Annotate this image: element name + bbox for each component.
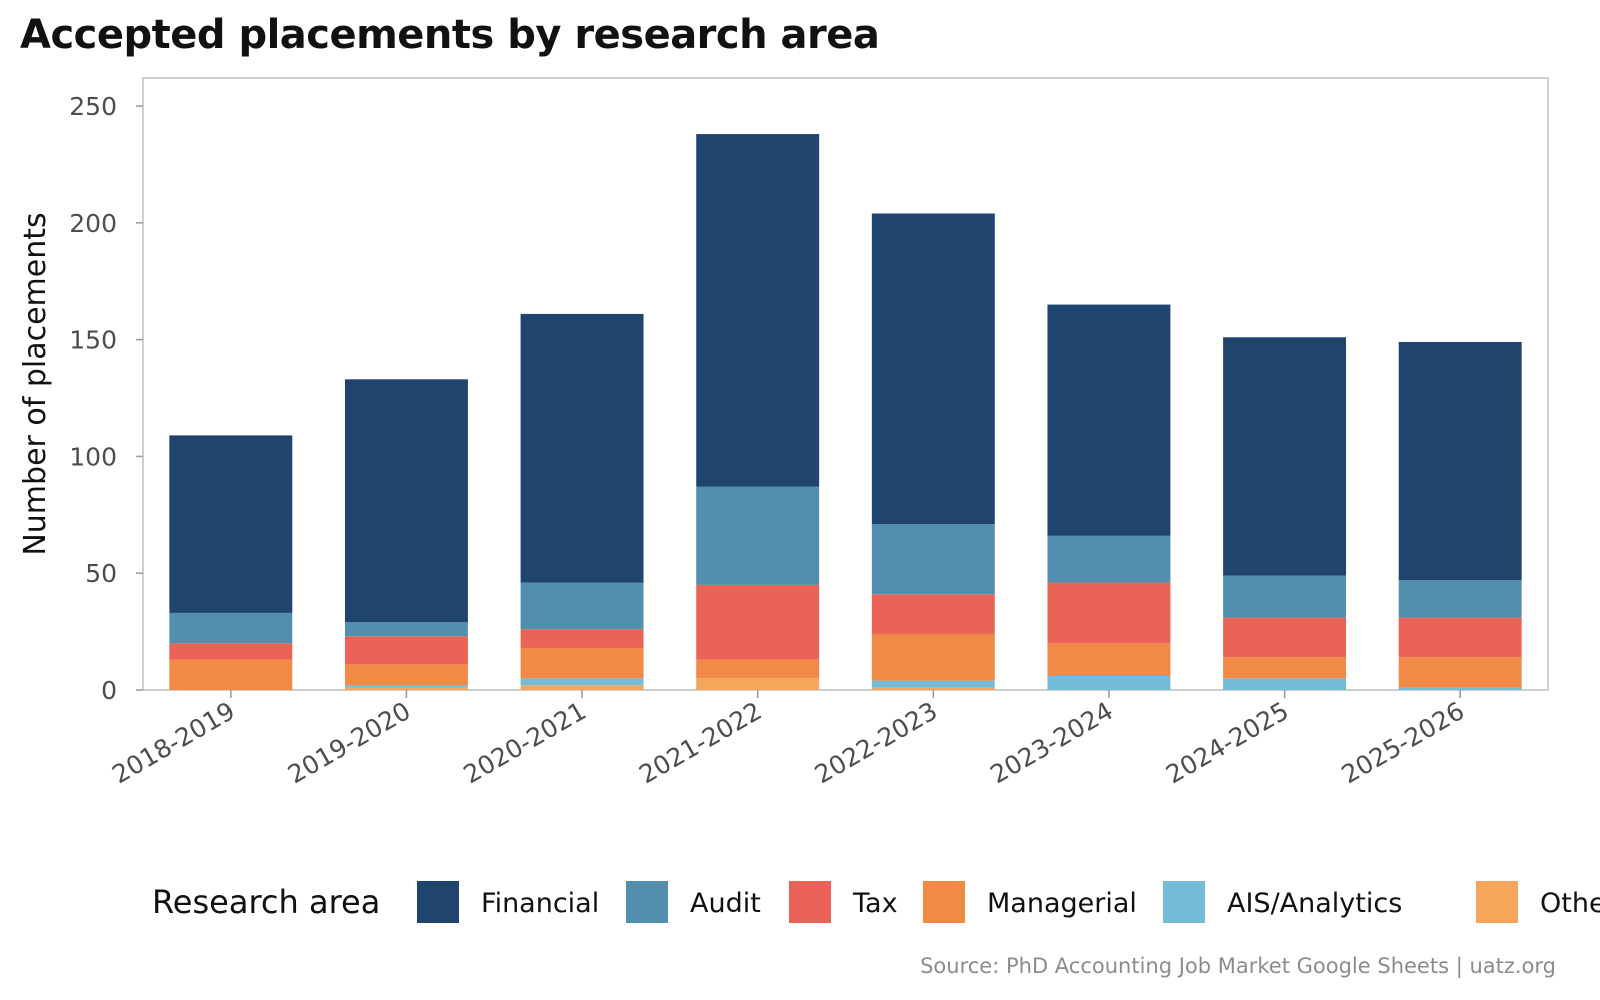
bar-managerial-2021-2022 xyxy=(696,659,820,679)
bar-financial-2024-2025 xyxy=(1223,337,1347,576)
bar-managerial-2022-2023 xyxy=(871,633,995,681)
legend-item-managerial: Managerial xyxy=(923,881,1137,923)
plot-area xyxy=(142,77,1549,691)
bar-audit-2022-2023 xyxy=(871,524,995,595)
legend-label: Managerial xyxy=(987,888,1137,919)
x-tick-label: 2019-2020 xyxy=(283,696,416,789)
bar-other-2022-2023 xyxy=(871,687,995,690)
y-tick-label: 250 xyxy=(69,92,117,121)
y-tick-label: 50 xyxy=(85,559,117,588)
bar-managerial-2023-2024 xyxy=(1047,643,1171,676)
bars-group xyxy=(169,134,1522,690)
bar-tax-2019-2020 xyxy=(344,636,468,665)
legend-label: Audit xyxy=(690,888,761,919)
bar-stack-2025-2026 xyxy=(1398,341,1522,690)
bar-managerial-2020-2021 xyxy=(520,647,644,679)
bar-audit-2024-2025 xyxy=(1223,575,1347,618)
legend: Research area Financial Audit Tax Managerial… xyxy=(152,881,1600,923)
x-tick-label: 2022-2023 xyxy=(810,696,943,789)
legend-label: Tax xyxy=(852,888,898,919)
legend-swatch xyxy=(1163,881,1205,923)
y-tick-label: 0 xyxy=(101,676,117,705)
legend-swatch xyxy=(923,881,965,923)
x-tick-label: 2021-2022 xyxy=(634,696,767,789)
bar-audit-2025-2026 xyxy=(1398,580,1522,618)
bar-stack-2020-2021 xyxy=(520,313,644,690)
y-tick-label: 100 xyxy=(69,442,117,471)
plot-frame xyxy=(142,77,1549,691)
legend-item-other: Other xyxy=(1476,881,1600,923)
bar-tax-2020-2021 xyxy=(520,629,644,648)
bar-managerial-2024-2025 xyxy=(1223,657,1347,679)
x-tick-label: 2024-2025 xyxy=(1161,696,1294,789)
chart-title: Accepted placements by research area xyxy=(20,12,880,58)
x-axis: 2018-2019 2019-2020 2020-2021 2021-2022 2022… xyxy=(107,690,1469,789)
bar-managerial-2018-2019 xyxy=(169,659,293,690)
x-tick-label: 2025-2026 xyxy=(1337,696,1470,789)
bar-stack-2022-2023 xyxy=(871,213,995,690)
x-tick-label: 2018-2019 xyxy=(107,696,240,789)
bar-audit-2020-2021 xyxy=(520,582,644,630)
bar-other-2020-2021 xyxy=(520,685,644,690)
y-axis-label: Number of placements xyxy=(18,212,53,555)
bar-financial-2025-2026 xyxy=(1398,341,1522,581)
legend-item-ais-analytics: AIS/Analytics xyxy=(1163,881,1402,923)
bar-ais-analytics-2023-2024 xyxy=(1047,675,1171,690)
bar-tax-2023-2024 xyxy=(1047,582,1171,644)
bar-ais-analytics-2024-2025 xyxy=(1223,678,1347,690)
legend-swatch xyxy=(626,881,668,923)
bar-financial-2023-2024 xyxy=(1047,304,1171,536)
bar-tax-2018-2019 xyxy=(169,643,293,660)
legend-label: Financial xyxy=(481,888,599,919)
bar-stack-2024-2025 xyxy=(1223,337,1347,690)
legend-swatch xyxy=(417,881,459,923)
legend-label: AIS/Analytics xyxy=(1227,888,1402,919)
legend-item-audit: Audit xyxy=(626,881,761,923)
legend-item-tax: Tax xyxy=(789,881,898,923)
bar-stack-2019-2020 xyxy=(344,379,468,690)
y-axis: 0 50 100 150 200 250 xyxy=(69,92,143,705)
bar-tax-2024-2025 xyxy=(1223,617,1347,658)
source-note: Source: PhD Accounting Job Market Google… xyxy=(920,954,1556,978)
bar-financial-2021-2022 xyxy=(696,134,820,487)
legend-swatch xyxy=(1476,881,1518,923)
bar-tax-2025-2026 xyxy=(1398,617,1522,658)
bar-tax-2022-2023 xyxy=(871,594,995,634)
bar-ais-analytics-2022-2023 xyxy=(871,680,995,688)
y-tick-label: 200 xyxy=(69,209,117,238)
bar-ais-analytics-2019-2020 xyxy=(344,685,468,688)
bar-managerial-2019-2020 xyxy=(344,664,468,686)
bar-audit-2018-2019 xyxy=(169,612,293,644)
legend-title: Research area xyxy=(152,883,380,921)
bar-audit-2021-2022 xyxy=(696,486,820,585)
bar-stack-2018-2019 xyxy=(169,435,293,690)
bar-financial-2022-2023 xyxy=(871,213,995,525)
bar-audit-2023-2024 xyxy=(1047,535,1171,583)
bar-financial-2018-2019 xyxy=(169,435,293,613)
bar-tax-2021-2022 xyxy=(696,584,820,660)
bar-other-2021-2022 xyxy=(696,678,820,690)
bar-managerial-2025-2026 xyxy=(1398,657,1522,688)
x-tick-label: 2023-2024 xyxy=(985,696,1118,789)
legend-item-financial: Financial xyxy=(417,881,599,923)
bar-stack-2023-2024 xyxy=(1047,304,1171,690)
bar-stack-2021-2022 xyxy=(696,134,820,690)
bar-ais-analytics-2020-2021 xyxy=(520,678,644,686)
legend-swatch xyxy=(789,881,831,923)
bar-audit-2019-2020 xyxy=(344,622,468,637)
legend-label: Other xyxy=(1540,888,1600,919)
x-tick-label: 2020-2021 xyxy=(459,696,592,789)
y-tick-label: 150 xyxy=(69,326,117,355)
bar-ais-analytics-2025-2026 xyxy=(1398,687,1522,690)
bar-financial-2020-2021 xyxy=(520,313,644,583)
bar-financial-2019-2020 xyxy=(344,379,468,623)
bar-other-2019-2020 xyxy=(344,687,468,690)
